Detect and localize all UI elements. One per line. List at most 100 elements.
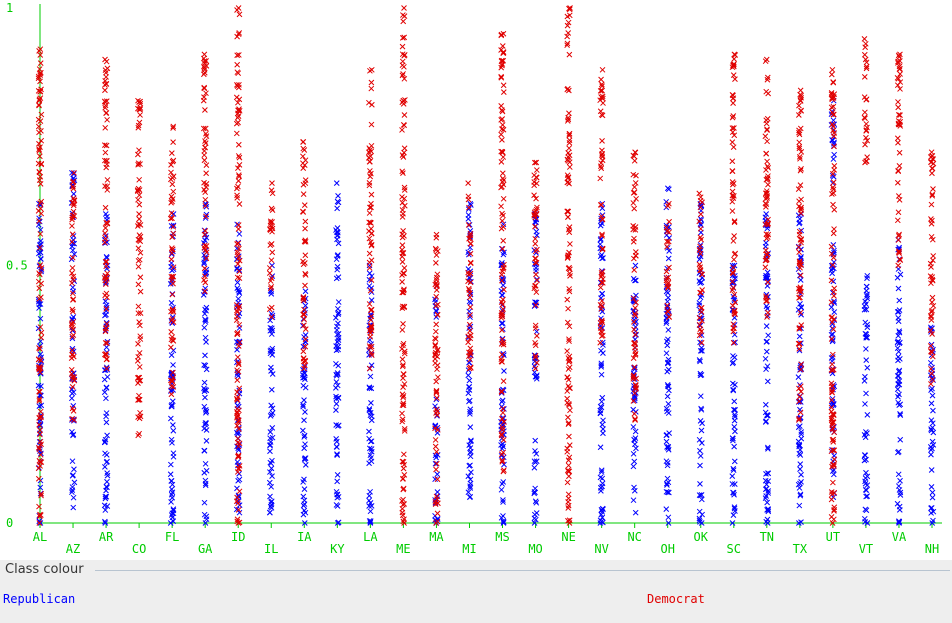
data-point-democrat (762, 195, 769, 202)
data-point-democrat (532, 339, 538, 346)
data-point-republican (432, 460, 439, 467)
data-point-democrat (565, 414, 571, 421)
data-point-democrat (268, 187, 275, 194)
data-point-republican (696, 436, 703, 443)
data-point-democrat (104, 177, 111, 183)
data-point-republican (533, 450, 540, 457)
legend-item-republican[interactable]: Republican (3, 592, 76, 606)
data-point-democrat (929, 294, 936, 301)
data-point-republican (797, 301, 803, 307)
data-point-democrat (895, 112, 902, 118)
data-point-republican (765, 506, 771, 512)
data-point-republican (103, 452, 110, 458)
data-point-democrat (433, 448, 440, 455)
data-point-democrat (236, 201, 243, 207)
data-point-republican (798, 471, 804, 478)
data-point-democrat (35, 75, 42, 82)
data-point-republican (862, 401, 868, 407)
data-point-democrat (434, 347, 441, 354)
data-point-democrat (36, 446, 43, 453)
data-point-democrat (501, 467, 507, 473)
data-point-democrat (564, 208, 571, 215)
data-point-democrat (829, 319, 836, 325)
class-colour-legend: Class colour Republican Democrat (0, 560, 952, 623)
data-point-republican (765, 470, 771, 476)
data-point-democrat (730, 95, 737, 102)
data-point-democrat (731, 132, 738, 139)
data-point-democrat (35, 364, 42, 371)
data-point-democrat (400, 71, 406, 77)
data-point-democrat (830, 111, 837, 118)
data-point-republican (730, 490, 737, 496)
data-point-democrat (862, 44, 869, 51)
data-point-democrat (234, 61, 241, 68)
data-point-democrat (797, 167, 804, 174)
data-point-republican (630, 424, 637, 430)
data-point-republican (467, 200, 474, 207)
data-point-democrat (500, 437, 507, 443)
data-point-democrat (434, 518, 441, 525)
data-point-republican (764, 412, 770, 419)
data-point-democrat (798, 262, 804, 268)
data-point-democrat (137, 100, 144, 107)
data-point-democrat (467, 312, 473, 318)
data-point-democrat (202, 189, 209, 196)
data-point-democrat (533, 302, 539, 308)
data-point-republican (732, 339, 738, 346)
data-point-republican (367, 438, 374, 445)
data-point-republican (466, 462, 473, 469)
data-point-democrat (499, 148, 506, 155)
data-point-republican (37, 301, 44, 307)
data-point-democrat (567, 5, 573, 11)
data-point-democrat (729, 302, 736, 309)
data-point-democrat (102, 225, 109, 231)
data-point-republican (864, 473, 871, 480)
data-point-democrat (632, 227, 639, 233)
data-point-democrat (136, 201, 143, 208)
data-point-republican (731, 354, 738, 361)
data-point-democrat (201, 152, 208, 158)
data-point-republican (333, 343, 339, 349)
data-point-republican (863, 306, 870, 313)
data-point-democrat (234, 192, 240, 199)
y-tick-label: 0 (6, 516, 13, 530)
legend-item-democrat[interactable]: Democrat (647, 592, 705, 606)
data-point-republican (764, 499, 771, 506)
data-point-republican (895, 348, 902, 355)
data-point-republican (699, 511, 706, 518)
data-point-republican (201, 362, 207, 368)
data-point-democrat (302, 270, 309, 277)
data-point-democrat (367, 158, 373, 165)
data-point-democrat (795, 244, 802, 251)
data-point-republican (168, 223, 175, 229)
data-point-republican (861, 457, 868, 464)
data-point-democrat (665, 285, 672, 291)
data-point-republican (335, 252, 341, 258)
data-point-democrat (104, 220, 111, 227)
data-point-republican (37, 484, 44, 491)
data-point-republican (334, 472, 341, 478)
data-point-democrat (599, 87, 605, 94)
data-point-republican (103, 308, 110, 314)
data-point-republican (335, 346, 342, 353)
data-point-democrat (699, 271, 706, 278)
data-point-republican (630, 463, 637, 470)
x-tick-label-la: LA (363, 530, 378, 544)
data-point-democrat (895, 118, 902, 124)
data-point-republican (763, 323, 770, 329)
data-point-democrat (729, 278, 736, 285)
data-point-democrat (36, 146, 42, 153)
data-point-democrat (500, 126, 507, 133)
data-point-democrat (531, 182, 538, 189)
data-point-democrat (929, 331, 935, 337)
data-point-democrat (38, 265, 45, 271)
data-point-republican (70, 233, 77, 239)
data-point-republican (828, 304, 835, 311)
data-point-democrat (566, 110, 572, 117)
data-point-democrat (631, 410, 638, 417)
data-point-democrat (895, 233, 902, 239)
data-point-democrat (102, 281, 109, 288)
data-point-democrat (236, 385, 243, 392)
data-point-democrat (168, 169, 174, 176)
data-point-democrat (566, 385, 573, 391)
